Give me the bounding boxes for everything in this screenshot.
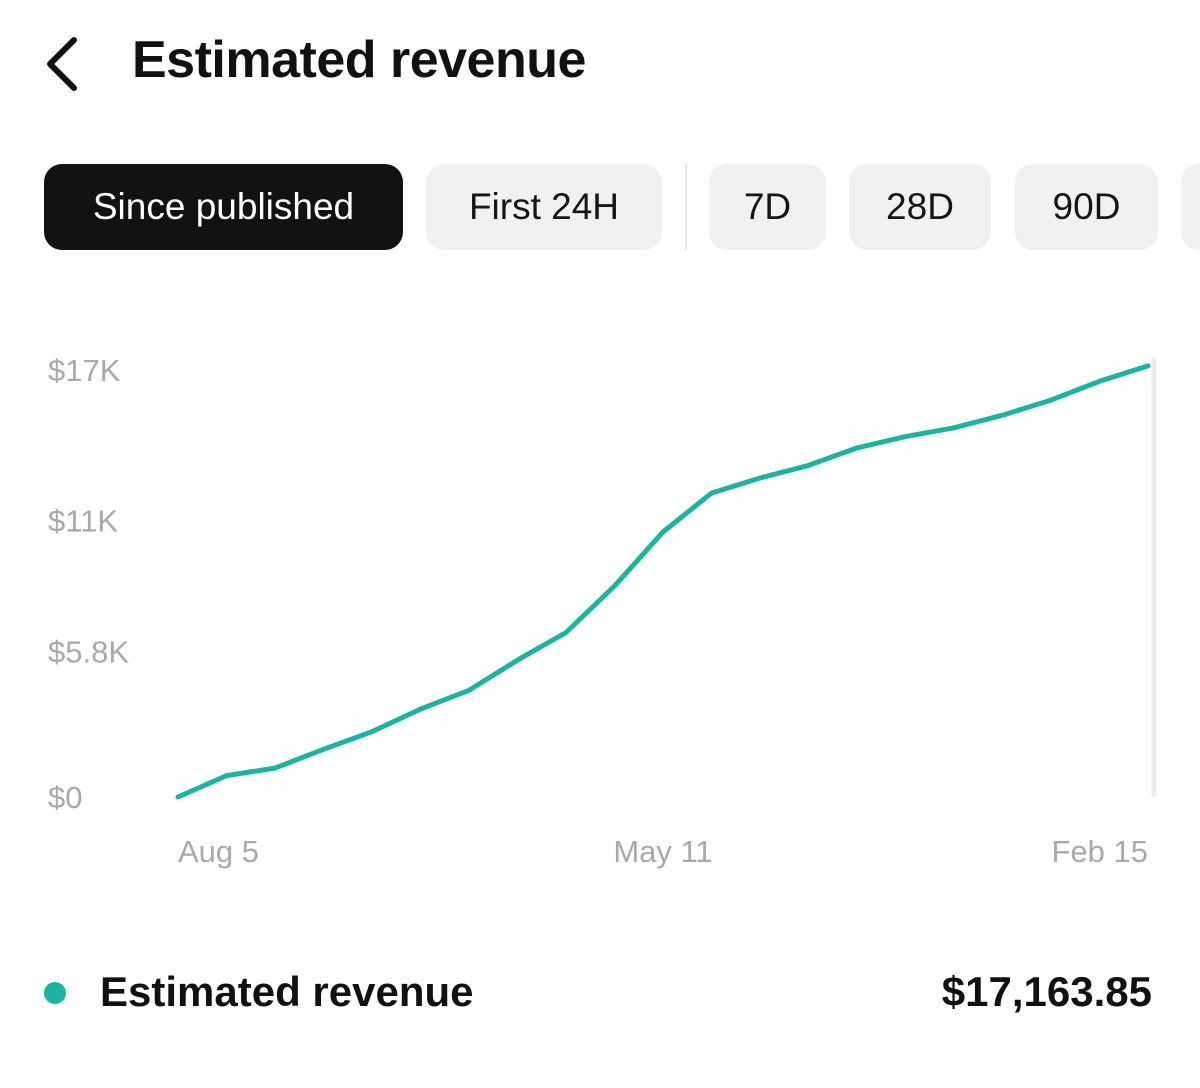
chevron-left-icon — [47, 37, 77, 91]
header: Estimated revenue — [0, 0, 1200, 130]
y-tick-label: $5.8K — [48, 634, 129, 669]
y-tick-label: $17K — [48, 353, 121, 388]
legend-row: Estimated revenue $17,163.85 — [0, 950, 1200, 1040]
chip-since-published[interactable]: Since published — [44, 164, 403, 250]
y-tick-label: $0 — [48, 780, 82, 815]
x-tick-label: Feb 15 — [1051, 834, 1148, 869]
chip-28d[interactable]: 28D — [849, 164, 991, 250]
back-button[interactable] — [30, 22, 100, 102]
series-line-estimated-revenue — [175, 363, 1151, 800]
revenue-chart: $0 $5.8K $11K $17K Aug 5 May 11 Feb 15 — [0, 300, 1200, 900]
chip-more[interactable] — [1181, 164, 1200, 250]
time-range-filters: Since published First 24H 7D 28D 90D — [0, 164, 1200, 252]
chip-first-24h[interactable]: First 24H — [426, 164, 662, 250]
chip-7d[interactable]: 7D — [709, 164, 826, 250]
legend-label: Estimated revenue — [100, 968, 474, 1015]
total-revenue-value: $17,163.85 — [941, 968, 1152, 1015]
chip-divider — [685, 164, 687, 250]
revenue-chart-svg: $0 $5.8K $11K $17K Aug 5 May 11 Feb 15 — [48, 353, 1157, 869]
legend-dot — [44, 982, 66, 1004]
x-tick-label: Aug 5 — [178, 834, 259, 869]
x-tick-label: May 11 — [613, 834, 712, 869]
y-tick-label: $11K — [48, 504, 118, 539]
chip-90d[interactable]: 90D — [1015, 164, 1158, 250]
page-title: Estimated revenue — [132, 31, 586, 89]
